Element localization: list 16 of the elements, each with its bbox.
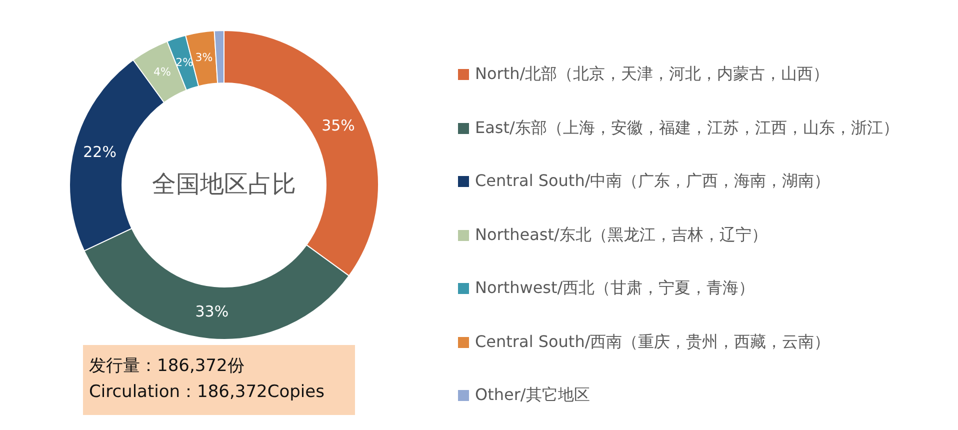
- data-label: 2%: [176, 56, 194, 69]
- text: Circulation：186,372Copies: [89, 381, 326, 404]
- legend-label: Central South/中南（广东，广西，海南，湖南）: [475, 171, 830, 192]
- legend-label: Northeast/东北（黑龙江，吉林，辽宁）: [475, 224, 768, 246]
- legend-label: Other/其它地区: [475, 385, 590, 406]
- data-label: 3%: [195, 51, 213, 64]
- data-label: 4%: [153, 65, 171, 78]
- legend-label: North/北部（北京，天津，河北，内蒙古，山西）: [475, 64, 830, 86]
- text: 全国地区占比: [151, 169, 297, 200]
- data-label: 35%: [322, 116, 355, 135]
- text: 发行量：186,372份: [89, 355, 246, 378]
- legend-label: East/东部（上海，安徽，福建，江苏，江西，山东，浙江）: [475, 118, 899, 139]
- legend-label: Northwest/西北（甘肃，宁夏，青海）: [475, 278, 755, 300]
- data-label: 33%: [195, 302, 229, 321]
- legend-label: Central South/西南（重庆，贵州，西藏，云南）: [475, 332, 830, 353]
- data-label: 22%: [83, 143, 116, 161]
